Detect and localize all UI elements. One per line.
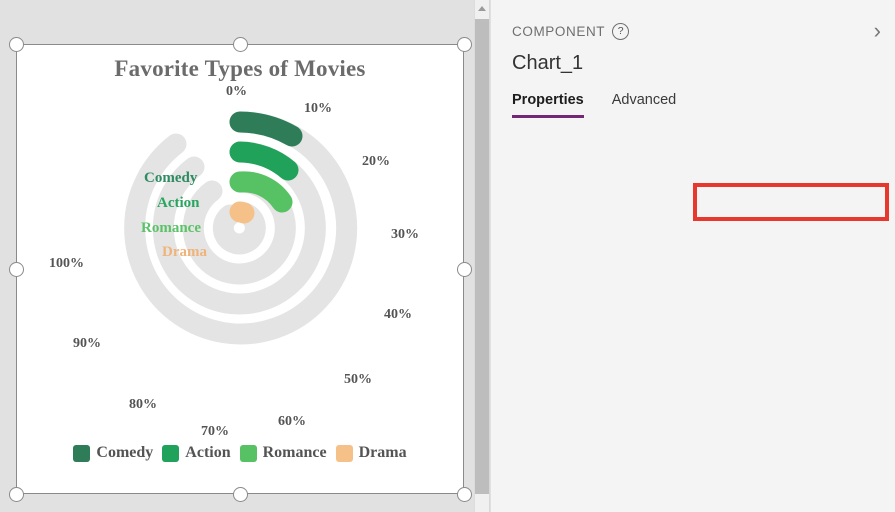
tick-label-40: 40% xyxy=(384,307,412,322)
legend-item-action: Action xyxy=(162,444,231,462)
resize-handle-middle-right[interactable] xyxy=(457,262,472,277)
tick-label-60: 60% xyxy=(278,414,306,429)
component-help-icon[interactable]: ? xyxy=(612,22,630,40)
scroll-up-arrow-icon[interactable] xyxy=(475,0,489,17)
series-label-action: Action xyxy=(157,195,200,211)
legend-item-drama: Drama xyxy=(335,444,407,462)
chart-legend: Comedy Action Romance Drama xyxy=(16,444,464,462)
tick-label-0: 0% xyxy=(226,84,247,99)
resize-handle-middle-left[interactable] xyxy=(9,262,24,277)
tick-label-90: 90% xyxy=(73,336,101,351)
resize-handle-bottom-center[interactable] xyxy=(233,487,248,502)
legend-swatch-drama xyxy=(335,444,353,462)
panel-tabs: Properties Advanced xyxy=(512,92,676,118)
triangle-up-icon xyxy=(478,6,486,11)
resize-handle-bottom-right[interactable] xyxy=(457,487,472,502)
panel-header-label: COMPONENT xyxy=(512,23,606,39)
resize-handle-bottom-left[interactable] xyxy=(9,487,24,502)
legend-item-romance: Romance xyxy=(239,444,327,462)
tick-label-100: 100% xyxy=(49,256,84,271)
series-label-romance: Romance xyxy=(141,220,201,236)
chevron-right-icon[interactable]: › xyxy=(873,18,881,43)
tick-label-80: 80% xyxy=(129,397,157,412)
chart-component[interactable]: Favorite Types of Movies xyxy=(16,44,464,494)
legend-label-action: Action xyxy=(185,444,231,461)
component-name: Chart_1 xyxy=(512,52,584,74)
resize-handle-top-center[interactable] xyxy=(233,37,248,52)
tick-label-70: 70% xyxy=(201,424,229,439)
design-canvas[interactable]: Favorite Types of Movies xyxy=(0,0,474,512)
gauge-value-arcs xyxy=(229,111,303,224)
panel-header: COMPONENT ? › xyxy=(512,20,881,42)
legend-label-romance: Romance xyxy=(262,444,327,461)
tick-label-20: 20% xyxy=(362,154,390,169)
legend-label-comedy: Comedy xyxy=(96,444,154,461)
tab-advanced[interactable]: Advanced xyxy=(611,92,677,108)
properties-panel: COMPONENT ? › Chart_1 Properties Advance… xyxy=(490,0,895,512)
legend-item-comedy: Comedy xyxy=(73,444,153,462)
series-label-drama: Drama xyxy=(162,244,207,260)
panel-divider xyxy=(489,0,490,512)
series-label-comedy: Comedy xyxy=(144,170,198,186)
tab-properties[interactable]: Properties xyxy=(512,92,584,118)
legend-swatch-romance xyxy=(239,444,257,462)
tick-label-10: 10% xyxy=(304,101,332,116)
legend-label-drama: Drama xyxy=(358,444,407,461)
resize-handle-top-right[interactable] xyxy=(457,37,472,52)
legend-swatch-action xyxy=(162,444,180,462)
legend-swatch-comedy xyxy=(73,444,91,462)
tick-label-50: 50% xyxy=(344,372,372,387)
chart-title: Favorite Types of Movies xyxy=(114,56,366,81)
scrollbar-thumb[interactable] xyxy=(475,19,489,494)
solid-gauge-graphic xyxy=(124,111,358,345)
tick-label-30: 30% xyxy=(391,227,419,242)
resize-handle-top-left[interactable] xyxy=(9,37,24,52)
canvas-scrollbar[interactable] xyxy=(474,0,489,512)
